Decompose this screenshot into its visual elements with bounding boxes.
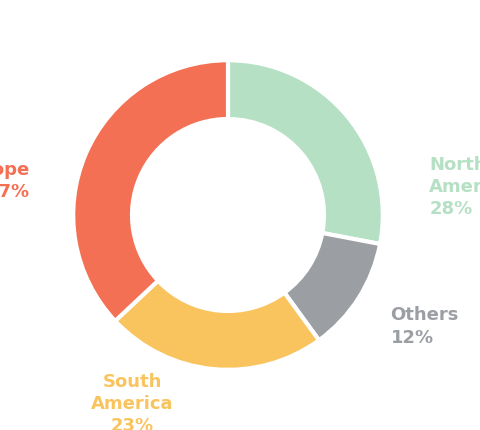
Wedge shape	[115, 281, 319, 370]
Wedge shape	[285, 233, 380, 340]
Text: Others
12%: Others 12%	[391, 306, 459, 347]
Text: Europe
37%: Europe 37%	[0, 161, 30, 201]
Wedge shape	[73, 60, 228, 321]
Text: North
America
28%: North America 28%	[429, 156, 480, 218]
Text: South
America
23%: South America 23%	[91, 373, 173, 430]
Wedge shape	[228, 60, 383, 244]
